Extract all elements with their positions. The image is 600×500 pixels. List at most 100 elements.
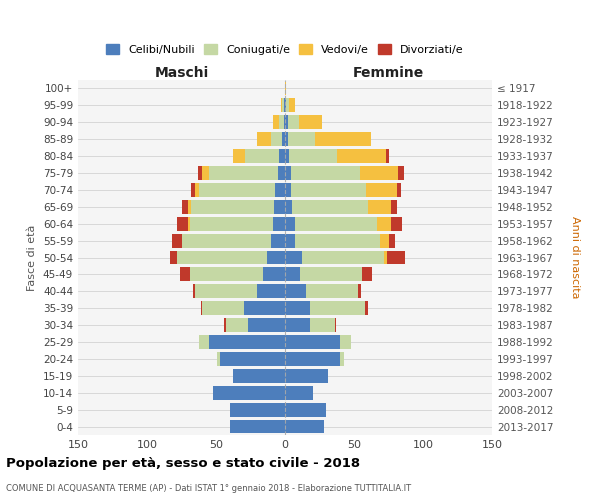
Bar bbox=[289, 98, 295, 112]
Bar bbox=[199, 183, 275, 197]
Bar bbox=[340, 335, 351, 349]
Bar bbox=[217, 352, 220, 366]
Bar bbox=[275, 183, 285, 197]
Text: Maschi: Maschi bbox=[154, 66, 209, 80]
Bar bbox=[180, 268, 190, 281]
Bar bbox=[193, 284, 196, 298]
Bar bbox=[284, 98, 285, 112]
Bar bbox=[230, 402, 285, 416]
Bar bbox=[281, 98, 282, 112]
Bar bbox=[280, 149, 285, 163]
Bar bbox=[285, 369, 328, 383]
Bar bbox=[285, 318, 310, 332]
Bar bbox=[274, 200, 285, 213]
Bar bbox=[285, 166, 290, 180]
Bar bbox=[202, 166, 209, 180]
Bar bbox=[170, 250, 178, 264]
Bar bbox=[213, 386, 285, 400]
Bar bbox=[335, 318, 336, 332]
Bar bbox=[289, 149, 337, 163]
Bar bbox=[285, 268, 300, 281]
Bar bbox=[245, 149, 280, 163]
Bar bbox=[306, 284, 358, 298]
Bar bbox=[230, 420, 285, 434]
Bar bbox=[302, 250, 385, 264]
Bar bbox=[387, 250, 405, 264]
Bar bbox=[359, 166, 398, 180]
Bar bbox=[271, 132, 282, 146]
Bar bbox=[358, 284, 361, 298]
Bar bbox=[285, 352, 340, 366]
Bar bbox=[367, 183, 397, 197]
Bar bbox=[196, 284, 257, 298]
Bar bbox=[209, 335, 285, 349]
Bar bbox=[295, 217, 377, 230]
Text: Femmine: Femmine bbox=[353, 66, 424, 80]
Bar bbox=[368, 200, 391, 213]
Bar bbox=[285, 402, 326, 416]
Bar bbox=[286, 98, 289, 112]
Bar bbox=[188, 200, 191, 213]
Bar bbox=[290, 183, 367, 197]
Y-axis label: Fasce di età: Fasce di età bbox=[28, 224, 37, 290]
Bar bbox=[285, 217, 295, 230]
Bar bbox=[285, 284, 306, 298]
Bar bbox=[386, 149, 389, 163]
Bar bbox=[271, 234, 285, 247]
Bar bbox=[282, 98, 284, 112]
Bar bbox=[285, 386, 313, 400]
Bar bbox=[285, 250, 302, 264]
Bar bbox=[199, 335, 209, 349]
Bar bbox=[244, 302, 285, 315]
Bar bbox=[191, 183, 196, 197]
Bar bbox=[295, 234, 380, 247]
Bar bbox=[285, 132, 288, 146]
Bar bbox=[310, 302, 365, 315]
Bar bbox=[285, 420, 323, 434]
Bar bbox=[288, 132, 316, 146]
Bar bbox=[190, 268, 263, 281]
Bar bbox=[196, 183, 199, 197]
Bar bbox=[285, 82, 286, 96]
Bar bbox=[209, 166, 278, 180]
Bar bbox=[380, 234, 389, 247]
Bar bbox=[300, 268, 362, 281]
Bar bbox=[198, 166, 202, 180]
Bar bbox=[285, 234, 295, 247]
Bar bbox=[201, 302, 202, 315]
Bar bbox=[389, 234, 395, 247]
Bar bbox=[340, 352, 344, 366]
Bar bbox=[190, 217, 272, 230]
Bar bbox=[226, 318, 248, 332]
Bar bbox=[385, 250, 387, 264]
Bar bbox=[257, 132, 271, 146]
Bar bbox=[278, 166, 285, 180]
Bar bbox=[248, 318, 285, 332]
Bar bbox=[292, 200, 368, 213]
Bar bbox=[377, 217, 391, 230]
Bar bbox=[288, 116, 299, 129]
Bar bbox=[285, 98, 286, 112]
Bar bbox=[316, 132, 371, 146]
Bar bbox=[220, 352, 285, 366]
Bar bbox=[285, 116, 288, 129]
Bar bbox=[233, 369, 285, 383]
Bar bbox=[310, 318, 335, 332]
Bar bbox=[398, 166, 404, 180]
Bar bbox=[280, 116, 284, 129]
Bar bbox=[391, 200, 397, 213]
Bar bbox=[272, 217, 285, 230]
Text: Popolazione per età, sesso e stato civile - 2018: Popolazione per età, sesso e stato civil… bbox=[6, 458, 360, 470]
Bar bbox=[282, 132, 285, 146]
Bar bbox=[202, 302, 244, 315]
Bar bbox=[285, 335, 340, 349]
Bar bbox=[299, 116, 322, 129]
Bar bbox=[397, 183, 401, 197]
Bar bbox=[285, 183, 290, 197]
Bar bbox=[257, 284, 285, 298]
Bar bbox=[272, 116, 280, 129]
Bar bbox=[191, 200, 274, 213]
Legend: Celibi/Nubili, Coniugati/e, Vedovi/e, Divorziati/e: Celibi/Nubili, Coniugati/e, Vedovi/e, Di… bbox=[102, 40, 468, 59]
Bar bbox=[285, 302, 310, 315]
Bar bbox=[284, 116, 285, 129]
